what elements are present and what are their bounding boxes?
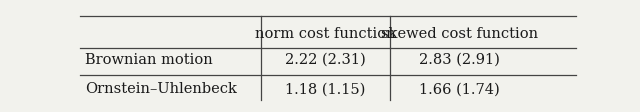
Text: Brownian motion: Brownian motion [85, 53, 212, 67]
Text: 2.83 (2.91): 2.83 (2.91) [419, 53, 500, 67]
Text: 1.18 (1.15): 1.18 (1.15) [285, 82, 365, 96]
Text: 1.66 (1.74): 1.66 (1.74) [419, 82, 500, 96]
Text: Ornstein–Uhlenbeck: Ornstein–Uhlenbeck [85, 82, 237, 96]
Text: skewed cost function: skewed cost function [381, 27, 538, 41]
Text: 2.22 (2.31): 2.22 (2.31) [285, 53, 366, 67]
Text: norm cost function: norm cost function [255, 27, 396, 41]
